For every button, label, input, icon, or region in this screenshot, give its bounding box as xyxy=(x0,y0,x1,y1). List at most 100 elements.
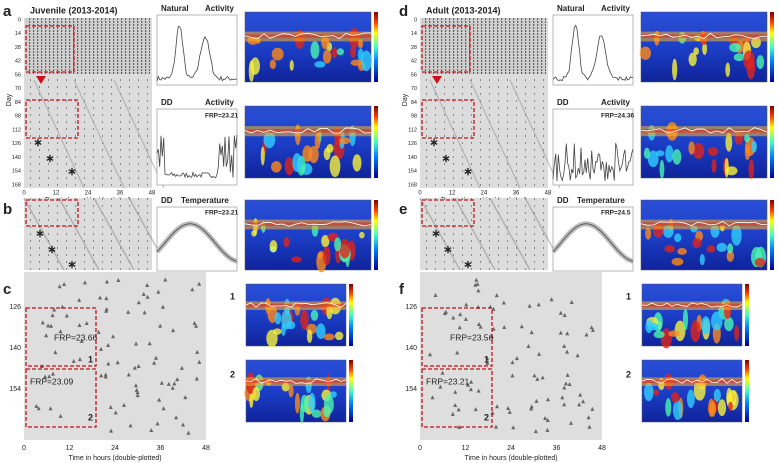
activity-bout xyxy=(152,360,157,365)
wavelet-band-core xyxy=(641,129,767,133)
activity-bout xyxy=(527,303,532,308)
wavelet-power xyxy=(322,49,332,64)
wavelet-power xyxy=(725,132,733,152)
activity-bout xyxy=(171,328,176,333)
activity-bout xyxy=(456,407,461,412)
activity-bout xyxy=(565,372,570,377)
activity-bout xyxy=(535,376,540,381)
y-tick-label: 140 xyxy=(405,345,417,352)
activity-streak xyxy=(509,79,561,189)
wavelet-id: 1 xyxy=(626,291,631,301)
y-tick-label: 70 xyxy=(15,86,21,92)
asterisk-marker: ∗ xyxy=(443,244,452,256)
asterisk-marker: ∗ xyxy=(33,137,42,149)
activity-bout xyxy=(453,403,458,408)
wavelet-band-core xyxy=(246,379,346,383)
activity-bout xyxy=(175,377,180,382)
frp-label: FRP=23.56 xyxy=(450,332,494,342)
wavelet-band-core xyxy=(642,303,742,307)
ridge-line xyxy=(245,302,347,308)
actogram xyxy=(24,272,206,440)
wavelet-power xyxy=(274,312,282,325)
activity-bout xyxy=(111,334,116,339)
activity-bout xyxy=(174,415,179,420)
wavelet-power xyxy=(299,403,304,424)
wavelet-power xyxy=(724,316,734,332)
wavelet-power xyxy=(665,398,672,417)
frp-label: FRP=23.21 xyxy=(426,376,470,386)
panel-letter: c xyxy=(3,281,11,298)
plot-frame xyxy=(156,108,238,186)
highlight-box xyxy=(25,199,79,227)
wavelet-power xyxy=(716,242,727,252)
activity-bout xyxy=(534,398,539,403)
activity-bout xyxy=(36,406,41,411)
condition-label: DD xyxy=(557,98,569,107)
activity-bout xyxy=(142,310,147,315)
wavelet-power xyxy=(726,250,735,262)
color-bar xyxy=(349,284,353,346)
wavelet-power xyxy=(701,316,711,335)
wavelet-power xyxy=(360,50,372,72)
measure-label: Temperature xyxy=(577,196,625,205)
activity-bout xyxy=(98,295,103,300)
panel-letter: d xyxy=(399,3,408,20)
activity-bout xyxy=(502,324,507,329)
activity-bout xyxy=(501,300,506,305)
activity-bout xyxy=(47,374,52,379)
frp-label: FRP=24.36 xyxy=(601,113,634,120)
highlight-box xyxy=(25,307,97,367)
x-tick-label: 12 xyxy=(53,191,60,197)
activity-bout xyxy=(77,297,82,302)
condition-label: DD xyxy=(557,196,569,205)
wavelet-power xyxy=(671,392,680,403)
activity-streak xyxy=(469,79,521,189)
wavelet-power xyxy=(329,391,337,398)
highlight-box xyxy=(25,368,97,428)
ridge-line xyxy=(244,32,372,40)
wavelet-power xyxy=(271,47,284,61)
wavelet-id: 2 xyxy=(230,369,235,379)
activity-bout xyxy=(40,320,45,325)
activity-streak xyxy=(93,197,135,271)
activity-bout xyxy=(558,330,563,335)
y-tick-label: 84 xyxy=(15,100,21,106)
activity-bout xyxy=(590,327,595,332)
actogram xyxy=(420,198,548,270)
highlight-box xyxy=(421,25,471,73)
box-id: 1 xyxy=(484,354,489,364)
asterisk-marker: ∗ xyxy=(463,166,472,178)
wavelet-power xyxy=(251,230,257,237)
wavelet-power xyxy=(260,146,265,166)
x-tick-label: 0 xyxy=(22,445,26,452)
y-tick-label: 70 xyxy=(411,86,417,92)
y-tick-label: 154 xyxy=(408,169,417,175)
activity-bout xyxy=(433,293,438,298)
highlight-box xyxy=(421,307,493,367)
wavelet-power xyxy=(292,153,302,172)
activity-bout xyxy=(134,341,139,346)
wavelet-power xyxy=(756,55,765,70)
frp-label: FRP=23.09 xyxy=(30,376,74,386)
activity-bout xyxy=(440,370,445,375)
activity-bout xyxy=(48,406,53,411)
y-tick-label: 0 xyxy=(414,17,417,23)
wavelet-power xyxy=(672,400,683,421)
ridge-line xyxy=(244,127,372,134)
activity-bout xyxy=(106,361,111,366)
wavelet-id: 2 xyxy=(626,369,631,379)
wavelet-power xyxy=(323,405,331,418)
activity-bout xyxy=(473,407,478,412)
x-tick-label: 24 xyxy=(507,445,515,452)
condition-label: Natural xyxy=(161,4,189,13)
activity-bout xyxy=(128,423,133,428)
activity-bout xyxy=(121,402,126,407)
highlight-box xyxy=(25,25,75,73)
wavelet-power xyxy=(645,319,653,334)
wavelet-power xyxy=(744,134,750,143)
activity-bout xyxy=(145,294,150,299)
y-tick-label: 140 xyxy=(408,155,417,161)
activity-bout xyxy=(109,428,114,433)
wavelet-power xyxy=(339,238,351,259)
box-id: 2 xyxy=(484,412,489,422)
